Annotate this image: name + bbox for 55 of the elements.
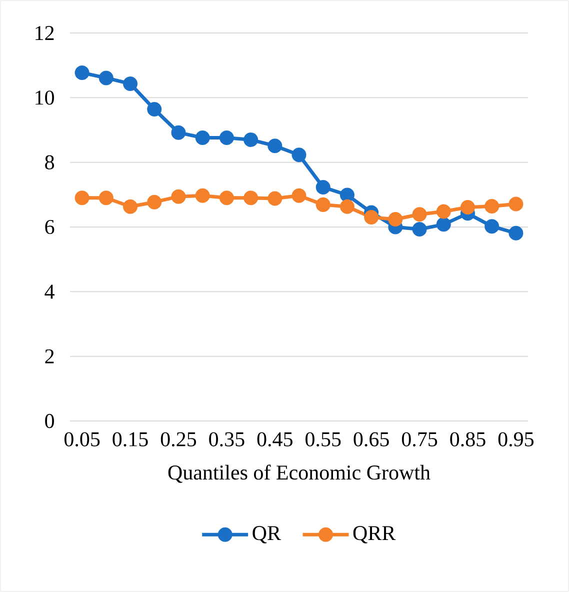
y-tick-label: 10 xyxy=(36,90,54,105)
point xyxy=(123,76,138,92)
point xyxy=(74,190,90,206)
x-tick-label: 0.85 xyxy=(450,432,486,446)
point xyxy=(508,196,524,212)
point xyxy=(388,212,403,226)
x-tick-label: 0.75 xyxy=(402,432,438,446)
y-tick-label: 2 xyxy=(45,349,54,364)
point xyxy=(268,138,282,154)
point xyxy=(147,194,162,210)
point xyxy=(484,219,500,234)
point xyxy=(98,70,114,86)
y-tick-label: 0 xyxy=(45,414,54,428)
point xyxy=(195,130,210,146)
point xyxy=(364,210,379,225)
point xyxy=(74,66,90,80)
point xyxy=(316,197,330,212)
legend-label: QRR xyxy=(353,526,396,544)
x-tick-label: 0.35 xyxy=(209,432,244,446)
point xyxy=(292,148,306,162)
point xyxy=(268,191,282,206)
x-tick-label: 0.25 xyxy=(160,432,196,446)
x-tick-label: 0.65 xyxy=(354,432,389,446)
point xyxy=(171,125,186,140)
x-tick-label: 0.05 xyxy=(64,432,100,446)
point xyxy=(316,180,330,194)
point xyxy=(195,188,210,203)
x-tick-label: 0.45 xyxy=(257,432,292,446)
point xyxy=(219,190,234,206)
point xyxy=(340,188,354,202)
x-tick-label: 0.15 xyxy=(112,432,148,446)
point xyxy=(147,102,162,117)
point xyxy=(484,199,500,214)
y-tick-label: 12 xyxy=(36,26,54,40)
point xyxy=(244,132,258,147)
point xyxy=(340,199,354,214)
point xyxy=(436,204,451,219)
y-tick-label: 4 xyxy=(44,284,54,299)
point xyxy=(412,222,427,237)
x-axis-title: Quantiles of Economic Growth xyxy=(168,464,430,483)
y-tick-label: 8 xyxy=(45,155,54,170)
point xyxy=(219,130,234,146)
point xyxy=(460,200,475,215)
point xyxy=(98,190,114,206)
y-tick-label: 6 xyxy=(45,220,54,234)
point xyxy=(508,226,524,240)
point xyxy=(436,217,451,232)
point xyxy=(171,189,186,204)
point xyxy=(123,199,138,214)
point xyxy=(412,207,427,222)
x-tick-label: 0.55 xyxy=(306,432,341,446)
x-tick-label: 0.95 xyxy=(498,432,534,446)
point xyxy=(292,188,306,203)
point xyxy=(244,190,258,206)
legend-label: QR xyxy=(252,526,281,544)
